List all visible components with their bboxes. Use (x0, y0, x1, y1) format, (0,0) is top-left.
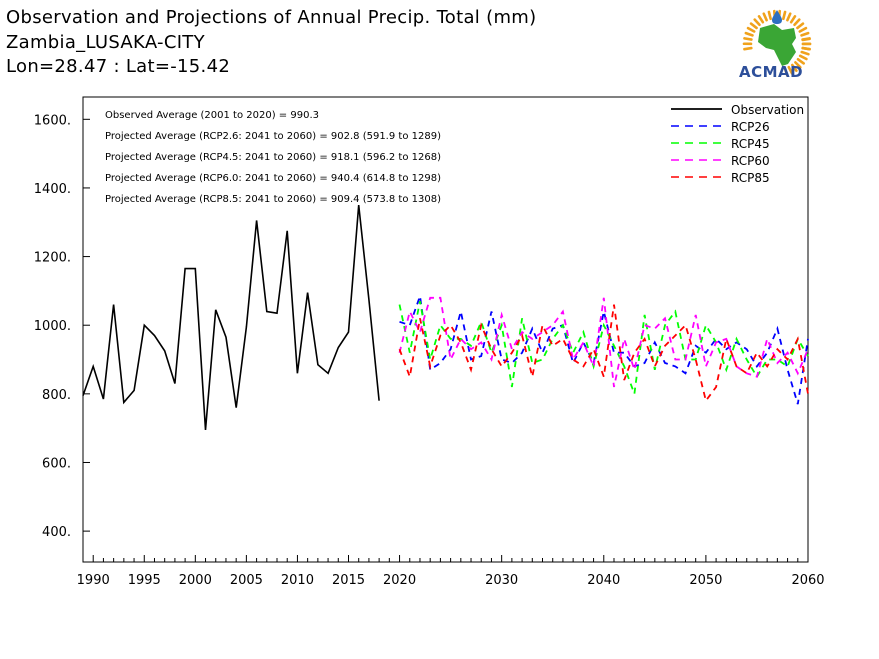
x-tick-label: 2060 (791, 573, 824, 588)
series-line-rcp85 (398, 304, 809, 403)
x-tick-label: 2050 (689, 573, 722, 588)
y-tick-label: 1600. (34, 113, 71, 128)
y-axis: 400. 600. 800. 1000. 1200. 1400. 1600. (34, 113, 90, 540)
legend-label-rcp26: RCP26 (731, 120, 770, 134)
y-tick-label: 1400. (34, 182, 71, 197)
series-line-observation (82, 205, 380, 430)
acmad-logo-icon (742, 9, 812, 77)
stat-line: Projected Average (RCP4.5: 2041 to 2060)… (105, 152, 441, 163)
stat-line: Observed Average (2001 to 2020) = 990.3 (105, 110, 319, 121)
y-tick-label: 600. (42, 456, 71, 471)
y-tick-label: 1000. (34, 319, 71, 334)
x-tick-label: 2005 (230, 573, 263, 588)
chart-title: Observation and Projections of Annual Pr… (6, 7, 537, 28)
series-layer (82, 205, 809, 430)
y-tick-label: 800. (42, 388, 71, 403)
series-line-rcp45 (398, 301, 809, 395)
y-tick-label: 400. (42, 525, 71, 540)
x-tick-label: 2030 (485, 573, 518, 588)
x-tick-label: 1990 (77, 573, 110, 588)
legend-label-observation: Observation (731, 103, 804, 117)
x-tick-label: 2000 (179, 573, 212, 588)
legend: Observation RCP26 RCP45 RCP60 RCP85 (671, 103, 804, 185)
x-tick-label: 2010 (281, 573, 314, 588)
stat-line: Projected Average (RCP2.6: 2041 to 2060)… (105, 131, 441, 142)
y-tick-label: 1200. (34, 251, 71, 266)
legend-label-rcp60: RCP60 (731, 154, 770, 168)
series-line-rcp26 (399, 295, 809, 405)
legend-label-rcp45: RCP45 (731, 137, 770, 151)
x-tick-label: 2020 (383, 573, 416, 588)
x-tick-label: 2040 (587, 573, 620, 588)
stat-line: Projected Average (RCP6.0: 2041 to 2060)… (105, 173, 441, 184)
plot-frame (82, 96, 809, 563)
legend-label-rcp85: RCP85 (731, 171, 770, 185)
coordinates-label: Lon=28.47 : Lat=-15.42 (6, 56, 231, 77)
location-label: Zambia_LUSAKA-CITY (6, 32, 205, 53)
stat-line: Projected Average (RCP8.5: 2041 to 2060)… (105, 194, 441, 205)
series-line-rcp60 (398, 296, 809, 388)
acmad-logo-text: ACMAD (739, 63, 804, 81)
x-axis: 1990 1995 2000 2005 2010 2015 2020 2030 2040 2050… (77, 555, 825, 588)
x-tick-label: 2015 (332, 573, 365, 588)
x-tick-label: 1995 (128, 573, 161, 588)
stats-annotations: Observed Average (2001 to 2020) = 990.3 P… (105, 110, 441, 205)
